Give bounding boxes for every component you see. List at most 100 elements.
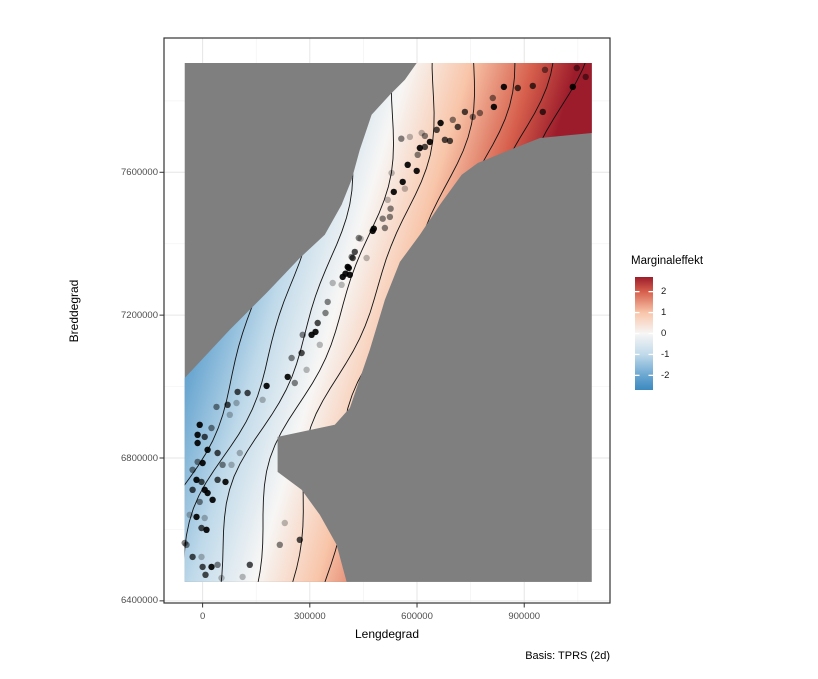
data-point (349, 254, 356, 262)
data-point (189, 486, 196, 493)
data-point (418, 129, 425, 137)
data-point (189, 466, 196, 473)
data-point (413, 167, 420, 175)
data-point (208, 424, 215, 432)
data-point (194, 458, 201, 466)
data-point (346, 271, 353, 278)
data-point (344, 263, 351, 271)
data-point (324, 298, 331, 306)
data-point (198, 478, 205, 486)
data-point (276, 541, 283, 548)
data-point (348, 253, 355, 261)
data-point (203, 526, 210, 533)
x-tick-label: 0 (199, 611, 206, 622)
data-point (404, 161, 411, 168)
data-point (529, 82, 536, 90)
data-point (198, 553, 205, 561)
data-point (541, 66, 549, 74)
legend-tick-label: 1 (661, 307, 667, 319)
data-point (239, 573, 246, 581)
data-point (355, 234, 362, 242)
data-point (421, 143, 429, 151)
data-point (199, 563, 206, 571)
data-point (446, 137, 454, 145)
data-point (388, 169, 395, 177)
data-point (322, 309, 329, 317)
data-point (390, 188, 397, 196)
data-point (218, 574, 225, 582)
data-point (414, 151, 421, 158)
data-point (291, 379, 298, 387)
data-point (186, 511, 193, 518)
x-tick-label: 600000 (401, 611, 433, 622)
data-point (398, 135, 405, 142)
data-point (236, 449, 243, 457)
data-point (539, 108, 546, 116)
data-point (357, 235, 364, 242)
data-point (213, 403, 220, 411)
data-point (329, 279, 336, 287)
legend-colorbar (635, 277, 653, 390)
data-point (202, 571, 209, 578)
data-point (196, 498, 203, 506)
y-tick-label: 7600000 (121, 166, 158, 178)
panel-border (163, 37, 611, 604)
data-point (214, 476, 221, 483)
legend-tick-label: 0 (661, 328, 667, 339)
data-point (401, 185, 409, 192)
data-point (198, 524, 205, 532)
data-point (222, 478, 229, 486)
data-point (469, 113, 476, 121)
legend-colorbar-ticks (635, 290, 653, 377)
data-point (196, 421, 203, 428)
data-point (489, 94, 496, 102)
plot-caption: Basis: TPRS (2d) (525, 650, 610, 662)
data-point (476, 109, 484, 117)
data-point (387, 205, 394, 212)
data-point (338, 281, 345, 288)
data-point (204, 446, 211, 453)
data-point (573, 64, 580, 72)
data-point (246, 561, 253, 568)
data-point (234, 388, 241, 396)
axis-ticks (159, 171, 525, 608)
x-axis-title: Lengdegrad (354, 627, 420, 641)
data-point (259, 396, 266, 403)
contour-line (266, 63, 462, 582)
data-point (399, 178, 406, 186)
contour-line (184, 63, 383, 582)
data-point (369, 227, 376, 235)
legend-tick-label: -2 (661, 369, 670, 381)
data-point (426, 138, 434, 146)
data-point (406, 133, 414, 141)
data-point (381, 224, 389, 232)
observation-points (181, 64, 589, 582)
data-point (193, 513, 200, 521)
data-point (201, 514, 208, 522)
data-point (441, 136, 449, 143)
data-point (208, 563, 215, 571)
data-point (312, 328, 319, 336)
data-point (226, 411, 233, 418)
data-point (433, 126, 440, 133)
data-point (500, 83, 508, 91)
data-point (194, 439, 201, 447)
y-tick-label: 6800000 (121, 452, 158, 464)
data-point (379, 215, 386, 222)
data-point (384, 196, 391, 203)
data-point (298, 349, 305, 357)
data-point (582, 73, 589, 81)
data-point (209, 496, 216, 503)
legend-title: Marginaleffekt (631, 255, 704, 267)
data-point (490, 103, 498, 111)
x-tick-label: 900000 (508, 611, 541, 622)
data-point (421, 132, 429, 140)
data-point (449, 116, 456, 124)
data-point (214, 449, 221, 457)
data-point (183, 541, 190, 548)
data-point (514, 84, 521, 92)
data-point (228, 461, 235, 468)
data-point (461, 108, 469, 116)
legend-tick-label: -1 (661, 348, 670, 360)
